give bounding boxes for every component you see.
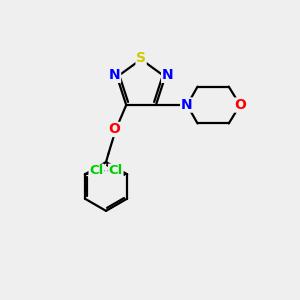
Text: Cl: Cl: [109, 164, 123, 177]
Text: O: O: [108, 122, 120, 136]
Text: N: N: [181, 98, 192, 112]
Text: N: N: [109, 68, 121, 82]
Text: S: S: [136, 51, 146, 65]
Text: O: O: [235, 98, 247, 112]
Text: N: N: [162, 68, 173, 82]
Text: Cl: Cl: [89, 164, 103, 177]
